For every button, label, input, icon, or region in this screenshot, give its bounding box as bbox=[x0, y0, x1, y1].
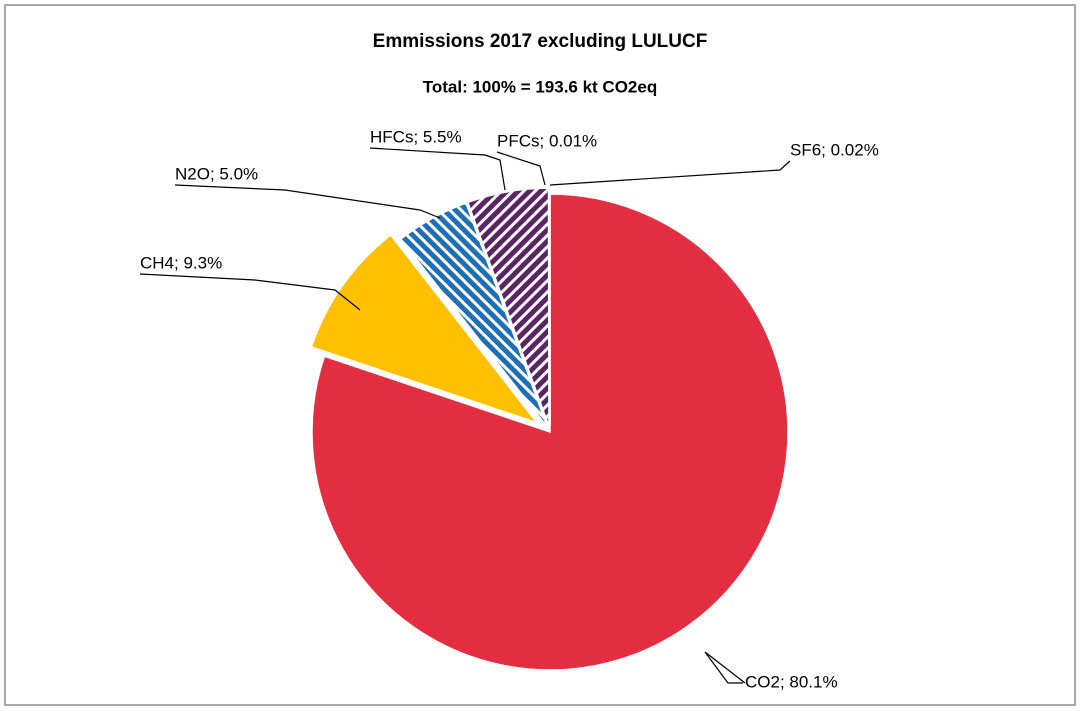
data-label: SF6; 0.02% bbox=[790, 140, 879, 159]
pie-slice bbox=[466, 187, 550, 427]
data-label: PFCs; 0.01% bbox=[497, 131, 597, 150]
data-label: CO2; 80.1% bbox=[745, 672, 838, 691]
pie-slice bbox=[311, 193, 789, 671]
data-label: HFCs; 5.5% bbox=[370, 127, 462, 146]
chart-subtitle: Total: 100% = 193.6 kt CO2eq bbox=[423, 77, 657, 96]
chart-title: Emmissions 2017 excluding LULUCF bbox=[373, 31, 708, 52]
leader-line bbox=[496, 151, 546, 186]
leader-line bbox=[549, 160, 791, 186]
leader-line bbox=[139, 273, 361, 311]
leader-line bbox=[369, 147, 506, 191]
pie-slice bbox=[399, 202, 548, 428]
pie-slice bbox=[310, 233, 540, 425]
data-label: N2O; 5.0% bbox=[175, 164, 258, 183]
leader-line bbox=[704, 651, 746, 684]
data-label: CH4; 9.3% bbox=[140, 253, 222, 272]
leader-line bbox=[174, 184, 441, 219]
